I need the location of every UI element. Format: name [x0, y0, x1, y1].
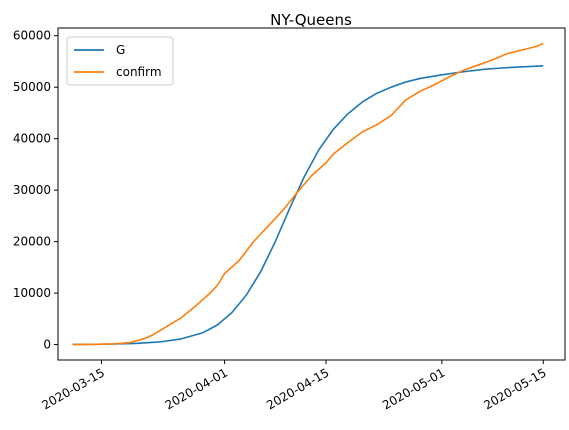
series-line-confirm [72, 42, 544, 346]
legend-label-confirm: confirm [116, 65, 162, 79]
legend-box [66, 36, 174, 86]
legend-label-G: G [116, 43, 125, 57]
y-tick-label: 10000 [13, 286, 51, 300]
y-tick-label: 40000 [13, 132, 51, 146]
series-line-G [72, 65, 544, 346]
chart-title: NY-Queens [270, 11, 352, 29]
y-tick-label: 0 [43, 338, 51, 352]
y-tick-label: 20000 [13, 235, 51, 249]
plot-frame [57, 27, 566, 361]
y-tick-label: 60000 [13, 29, 51, 43]
y-axis: 0 10000 20000 30000 40000 50000 60000 [13, 29, 58, 352]
y-tick-label: 30000 [13, 183, 51, 197]
y-tick-label: 50000 [13, 80, 51, 94]
